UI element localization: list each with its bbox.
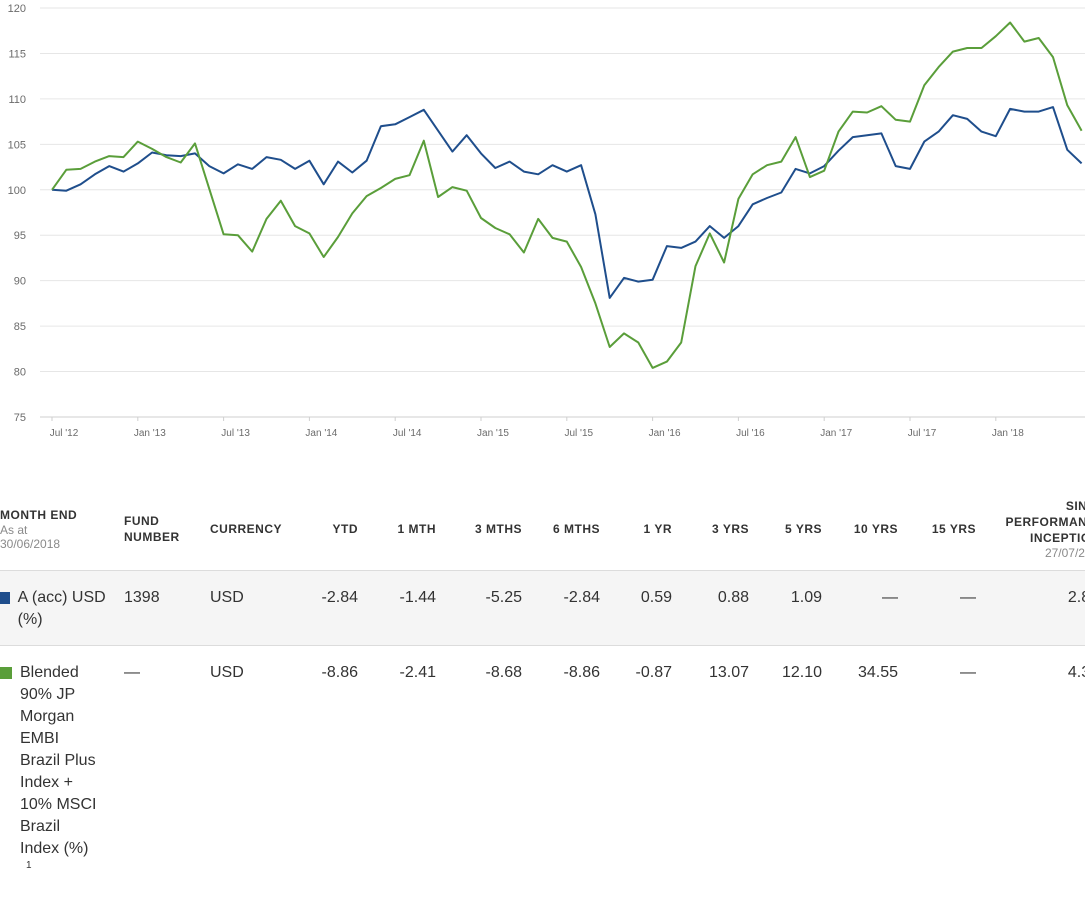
table-row-fund: A (acc) USD (%) 1398 USD -2.84 -1.44 -5.… <box>0 570 1085 646</box>
header-since-inception: SINCE PERFORMANCE INCEPTION* 27/07/2012 <box>982 488 1085 571</box>
x-tick-label: Jul '12 <box>50 428 79 439</box>
ytd-cell: -2.84 <box>292 570 364 646</box>
currency-cell: USD <box>204 570 292 646</box>
y-tick-label: 80 <box>14 367 26 379</box>
fund-name-cell: A (acc) USD (%) <box>0 570 118 646</box>
x-tick-label: Jan '16 <box>649 428 681 439</box>
benchmark-name-cell: Blended 90% JP Morgan EMBI Brazil Plus I… <box>0 646 118 887</box>
as-at-date: 30/06/2018 <box>0 537 61 551</box>
x-tick-label: Jan '17 <box>820 428 852 439</box>
benchmark-footnote: 1 <box>26 860 32 871</box>
table-header-row: MONTH END As at 30/06/2018 FUND NUMBER C… <box>0 488 1085 571</box>
series-line-fund <box>51 106 1083 299</box>
header-fund-number: FUND NUMBER <box>124 514 180 544</box>
6-months-cell: -8.86 <box>563 664 600 681</box>
x-tick-label: Jan '13 <box>134 428 166 439</box>
fund-number-cell: 1398 <box>118 570 204 646</box>
y-tick-label: 75 <box>14 412 26 424</box>
1-year-cell: 0.59 <box>606 570 678 646</box>
x-tick-label: Jul '16 <box>736 428 765 439</box>
chart-series <box>51 21 1083 369</box>
since-inception-cell: 4.33 <box>1067 664 1085 681</box>
header-15-years: 15 YRS <box>931 522 976 536</box>
10-years-cell: — <box>828 570 904 646</box>
header-currency: CURRENCY <box>210 522 283 536</box>
x-tick-label: Jan '14 <box>305 428 337 439</box>
currency-cell: USD <box>210 664 244 681</box>
performance-table: MONTH END As at 30/06/2018 FUND NUMBER C… <box>0 488 1085 886</box>
x-tick-label: Jul '17 <box>908 428 937 439</box>
benchmark-color-swatch <box>0 667 12 679</box>
header-6-months: 6 MTHS <box>552 522 600 536</box>
as-at-label: As at <box>0 523 28 537</box>
5-years-cell: 12.10 <box>781 664 822 681</box>
x-tick-label: Jul '13 <box>221 428 250 439</box>
fund-number-cell: — <box>124 664 140 681</box>
3-months-cell: -8.68 <box>485 664 522 681</box>
header-3-months: 3 MTHS <box>474 522 522 536</box>
y-tick-label: 120 <box>8 3 26 15</box>
15-years-cell: — <box>904 570 982 646</box>
table-row-benchmark: Blended 90% JP Morgan EMBI Brazil Plus I… <box>0 646 1085 887</box>
y-tick-label: 115 <box>8 48 26 60</box>
3-years-cell: 0.88 <box>678 570 755 646</box>
1-month-cell: -2.41 <box>399 664 436 681</box>
3-years-cell: 13.07 <box>708 664 749 681</box>
performance-line-chart: 75 80 85 90 95 100 105 110 115 120 Jul '12 Jan '13… <box>8 3 1085 439</box>
chart-gridlines <box>40 7 1085 418</box>
x-tick-label: Jan '15 <box>477 428 509 439</box>
header-3-years: 3 YRS <box>712 522 749 536</box>
y-tick-label: 100 <box>8 185 26 197</box>
y-axis-ticks: 75 80 85 90 95 100 105 110 115 120 <box>8 3 26 424</box>
y-tick-label: 90 <box>14 276 26 288</box>
1-year-cell: -0.87 <box>635 664 672 681</box>
y-tick-label: 85 <box>14 321 26 333</box>
since-inception-cell: 2.80 <box>982 570 1085 646</box>
3-months-cell: -5.25 <box>442 570 528 646</box>
x-tick-label: Jan '18 <box>992 428 1024 439</box>
15-years-cell: — <box>960 664 976 681</box>
x-tick-label: Jul '15 <box>565 428 594 439</box>
x-axis-ticks: Jul '12 Jan '13 Jul '13 Jan '14 Jul '14 Jan '… <box>50 417 1024 439</box>
10-years-cell: 34.55 <box>857 664 898 681</box>
6-months-cell: -2.84 <box>528 570 606 646</box>
header-ytd: YTD <box>332 522 358 536</box>
1-month-cell: -1.44 <box>364 570 442 646</box>
inception-date: 27/07/2012 <box>1044 546 1085 560</box>
header-month-end: MONTH END As at 30/06/2018 <box>0 488 118 571</box>
y-tick-label: 105 <box>8 139 26 151</box>
x-tick-label: Jul '14 <box>393 428 422 439</box>
series-line-benchmark <box>51 21 1083 369</box>
fund-color-swatch <box>0 592 10 604</box>
header-5-years: 5 YRS <box>785 522 822 536</box>
benchmark-name: Blended 90% JP Morgan EMBI Brazil Plus I… <box>20 664 97 857</box>
header-1-month: 1 MTH <box>397 522 436 536</box>
5-years-cell: 1.09 <box>755 570 828 646</box>
header-10-years: 10 YRS <box>853 522 898 536</box>
header-1-year: 1 YR <box>643 522 672 536</box>
y-tick-label: 110 <box>8 94 26 106</box>
ytd-cell: -8.86 <box>321 664 358 681</box>
fund-name: A (acc) USD (%) <box>17 589 106 628</box>
y-tick-label: 95 <box>14 230 26 242</box>
